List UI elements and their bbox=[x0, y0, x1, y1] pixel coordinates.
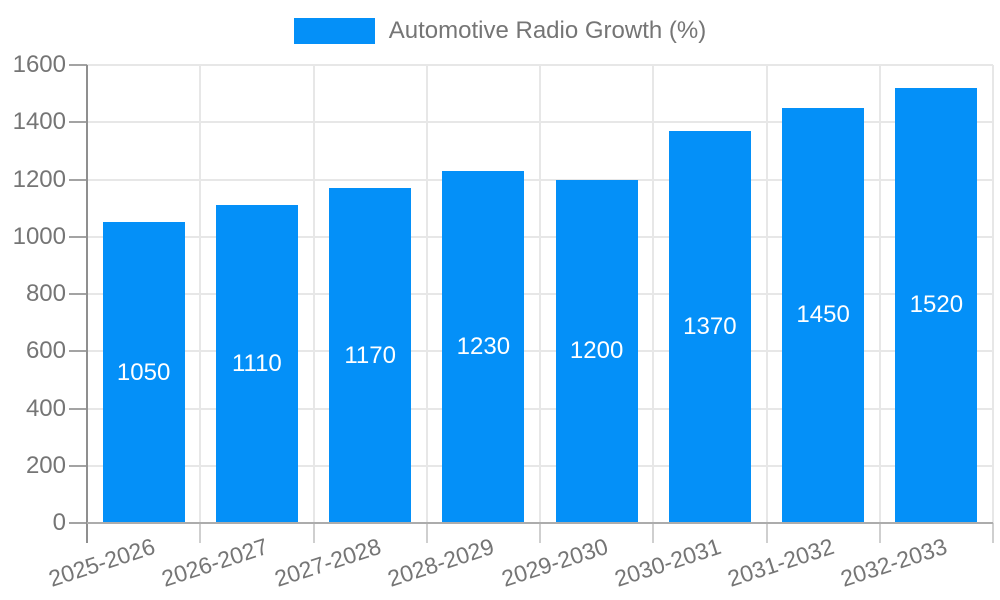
legend[interactable]: Automotive Radio Growth (%) bbox=[0, 18, 1000, 44]
y-axis-label: 800 bbox=[25, 280, 66, 307]
bar-value-label: 1110 bbox=[231, 350, 282, 378]
x-gridline bbox=[539, 65, 541, 523]
bar-value-label: 1230 bbox=[456, 332, 511, 360]
y-axis-label: 1400 bbox=[12, 108, 66, 136]
x-gridline bbox=[652, 65, 655, 523]
legend-label: Automotive Radio Growth (%) bbox=[388, 17, 707, 44]
x-axis-tick bbox=[539, 523, 541, 543]
bar-value-label: 1200 bbox=[569, 337, 624, 365]
y-axis-tick bbox=[69, 464, 87, 467]
y-axis-tick bbox=[69, 64, 87, 66]
x-axis-line bbox=[87, 522, 993, 524]
bar-value-label: 1170 bbox=[344, 341, 396, 369]
bar-2025-2026[interactable] bbox=[102, 222, 185, 523]
x-gridline bbox=[312, 65, 315, 523]
bar-2030-2031[interactable] bbox=[668, 130, 751, 523]
bar-value-label: 1520 bbox=[909, 291, 964, 319]
x-axis-tick bbox=[199, 523, 202, 543]
y-axis-label: 1000 bbox=[12, 222, 66, 250]
y-axis-label: 0 bbox=[52, 509, 66, 536]
bar-2028-2029[interactable] bbox=[442, 170, 525, 523]
bar-2026-2027[interactable] bbox=[215, 205, 298, 523]
bar-value-label: 1450 bbox=[796, 301, 850, 329]
x-gridline bbox=[878, 65, 881, 523]
x-gridline bbox=[992, 65, 994, 523]
bar-2032-2033[interactable] bbox=[895, 87, 978, 523]
x-axis-tick bbox=[425, 523, 428, 543]
y-axis-label: 1200 bbox=[12, 165, 66, 193]
bar-value-label: 1370 bbox=[683, 312, 737, 340]
y-axis-tick bbox=[69, 235, 87, 238]
y-axis-label: 600 bbox=[25, 337, 66, 365]
bar-2027-2028[interactable] bbox=[329, 188, 412, 523]
bar-2029-2030[interactable] bbox=[555, 179, 638, 523]
y-axis-tick bbox=[69, 293, 87, 295]
bar-2031-2032[interactable] bbox=[782, 107, 865, 523]
y-axis-tick bbox=[69, 350, 87, 353]
x-gridline bbox=[765, 65, 768, 523]
x-axis-tick bbox=[878, 523, 881, 543]
x-gridline bbox=[199, 65, 202, 523]
x-axis-tick bbox=[992, 523, 994, 543]
x-axis-tick bbox=[765, 523, 768, 543]
x-gridline bbox=[425, 65, 428, 523]
bar-value-label: 1050 bbox=[116, 358, 171, 386]
y-axis-tick bbox=[69, 121, 87, 124]
y-axis-tick bbox=[69, 407, 87, 410]
y-axis-tick bbox=[69, 178, 87, 181]
y-axis-tick bbox=[69, 522, 87, 524]
y-axis-label: 1600 bbox=[12, 51, 66, 78]
y-axis-line bbox=[86, 65, 88, 543]
y-axis-label: 400 bbox=[25, 394, 66, 422]
x-axis-tick bbox=[652, 523, 655, 543]
y-axis-label: 200 bbox=[25, 451, 66, 479]
x-axis-tick bbox=[312, 523, 315, 543]
legend-swatch bbox=[293, 18, 375, 44]
